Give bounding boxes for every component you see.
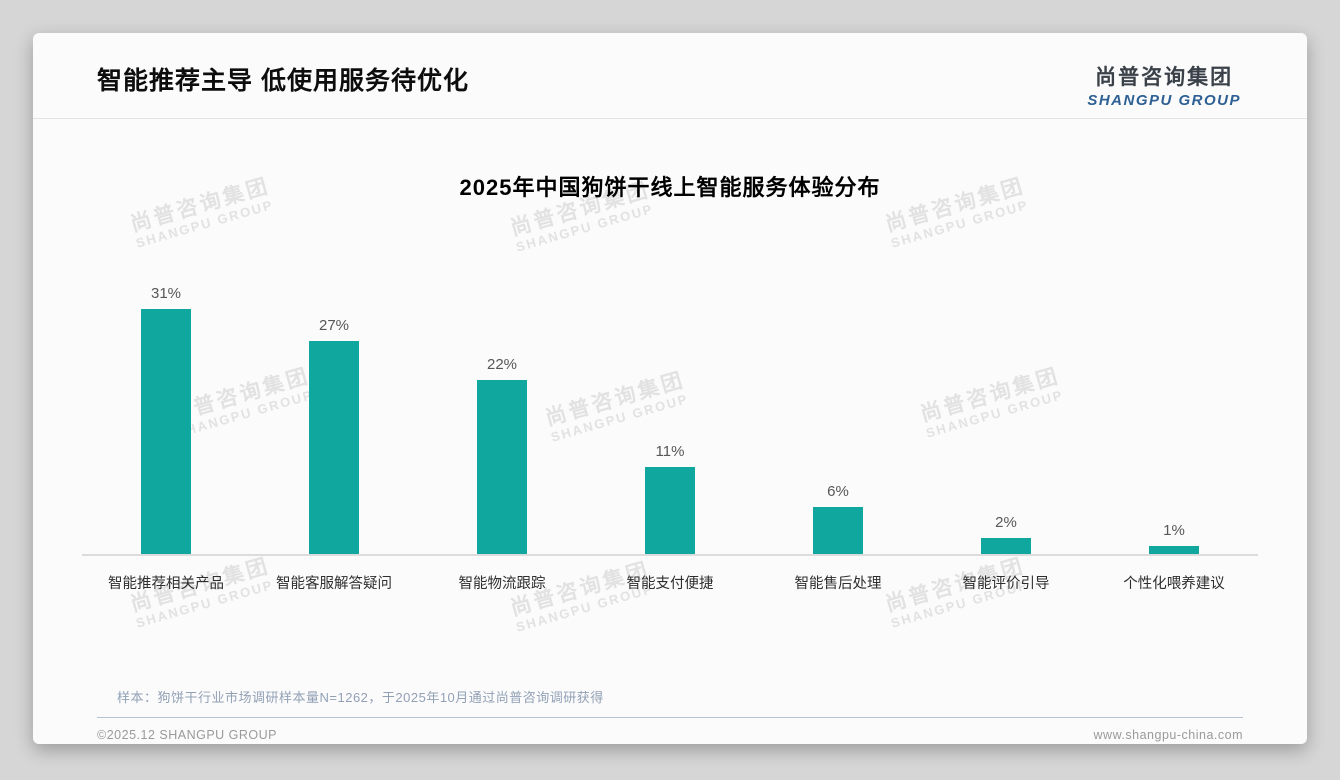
category-label: 智能推荐相关产品	[108, 576, 224, 592]
bar-column: 31%	[82, 285, 250, 554]
bar-column: 6%	[754, 483, 922, 554]
company-logo: 尚普咨询集团 SHANGPU GROUP	[1087, 61, 1241, 109]
bar-value-label: 31%	[150, 285, 182, 303]
bar	[645, 467, 695, 554]
category-label: 智能评价引导	[962, 576, 1050, 592]
bar-value-label: 22%	[486, 356, 518, 374]
copyright-text: ©2025.12 SHANGPU GROUP	[97, 728, 277, 742]
bar-value-label: 1%	[1163, 522, 1185, 540]
bar	[981, 538, 1031, 554]
chart-title: 2025年中国狗饼干线上智能服务体验分布	[459, 175, 881, 200]
bar-column: 11%	[586, 443, 754, 554]
bar-column: 27%	[250, 317, 418, 554]
category-label: 智能售后处理	[794, 576, 882, 592]
bar	[1149, 546, 1199, 554]
header: 智能推荐主导 低使用服务待优化 尚普咨询集团 SHANGPU GROUP	[33, 33, 1307, 119]
plot-area: 31% 27% 22% 11% 6% 2% 1%	[82, 283, 1258, 554]
bar-column: 1%	[1090, 522, 1258, 554]
category-label: 智能支付便捷	[626, 576, 714, 592]
slide-card: 尚普咨询集团 SHANGPU GROUP 尚普咨询集团 SHANGPU GROUP 尚普…	[33, 33, 1307, 744]
bar-value-label: 11%	[655, 443, 685, 461]
bar-column: 22%	[418, 356, 586, 554]
bar-value-label: 27%	[318, 316, 350, 334]
bar-value-label: 6%	[827, 482, 849, 500]
logo-chinese-name: 尚普咨询集团	[1095, 66, 1234, 89]
logo-english-name: SHANGPU GROUP	[1087, 92, 1241, 109]
category-labels: 智能推荐相关产品 智能客服解答疑问 智能物流跟踪 智能支付便捷 智能售后处理 智能评价引导…	[82, 556, 1258, 593]
category-label: 个性化喂养建议	[1123, 576, 1225, 592]
bar	[141, 309, 191, 554]
category-label: 智能客服解答疑问	[276, 576, 392, 592]
bar	[309, 340, 359, 554]
sample-note: 样本：狗饼干行业市场调研样本量N=1262，于2025年10月通过尚普咨询调研获…	[117, 690, 604, 705]
x-axis-line	[82, 554, 1258, 556]
page-title: 智能推荐主导 低使用服务待优化	[97, 67, 469, 95]
category-label: 智能物流跟踪	[458, 576, 546, 592]
bar	[813, 506, 863, 554]
website-url: www.shangpu-china.com	[1093, 728, 1243, 742]
footer: ©2025.12 SHANGPU GROUP www.shangpu-china…	[97, 718, 1243, 742]
bar-value-label: 2%	[995, 514, 1017, 532]
footer-divider	[97, 717, 1243, 718]
bar	[477, 380, 527, 554]
bar-column: 2%	[922, 514, 1090, 554]
